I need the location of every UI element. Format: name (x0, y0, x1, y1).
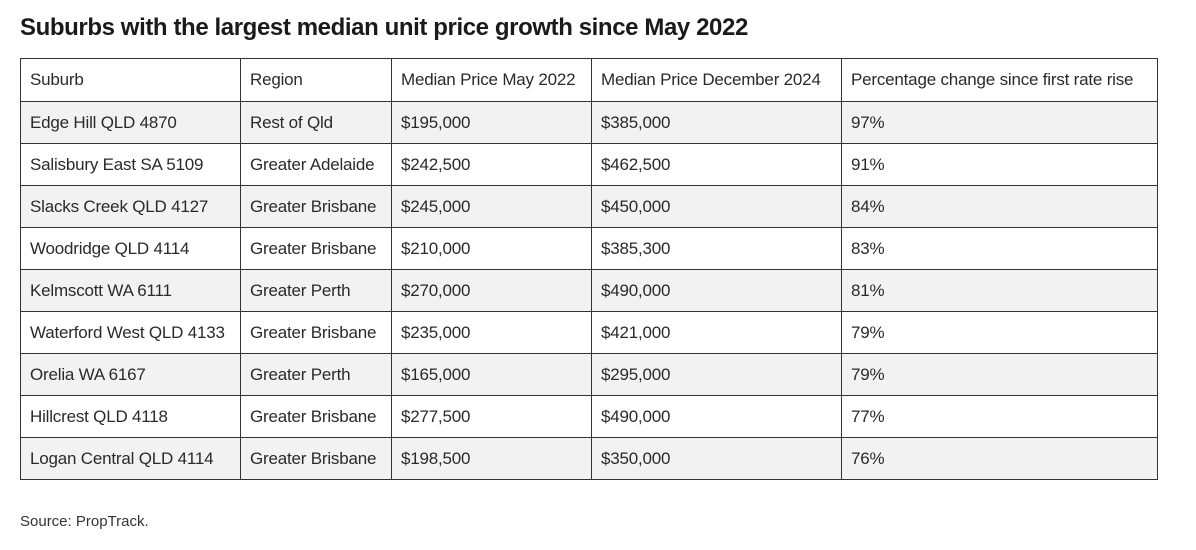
median-may-2022-cell: $210,000 (391, 227, 592, 270)
table-row: Hillcrest QLD 4118 Greater Brisbane $277,5… (20, 395, 1158, 438)
median-may-2022-cell: $242,500 (391, 143, 592, 186)
median-dec-2024-cell: $462,500 (591, 143, 842, 186)
table-row: Slacks Creek QLD 4127 Greater Brisbane $24… (20, 185, 1158, 228)
table-row: Salisbury East SA 5109 Greater Adelaide $2… (20, 143, 1158, 186)
median-dec-2024-cell: $295,000 (591, 353, 842, 396)
median-dec-2024-cell: $421,000 (591, 311, 842, 354)
table-row: Logan Central QLD 4114 Greater Brisbane $1… (20, 437, 1158, 480)
region-cell: Greater Brisbane (240, 227, 392, 270)
source-note: Source: PropTrack. (20, 513, 149, 530)
region-cell: Greater Brisbane (240, 437, 392, 480)
suburb-cell: Hillcrest QLD 4118 (20, 395, 241, 438)
column-header-percentage-change: Percentage change since first rate rise (841, 58, 1158, 102)
suburb-cell: Salisbury East SA 5109 (20, 143, 241, 186)
median-dec-2024-cell: $450,000 (591, 185, 842, 228)
median-may-2022-cell: $195,000 (391, 101, 592, 144)
region-cell: Greater Adelaide (240, 143, 392, 186)
median-may-2022-cell: $277,500 (391, 395, 592, 438)
median-dec-2024-cell: $350,000 (591, 437, 842, 480)
suburb-cell: Woodridge QLD 4114 (20, 227, 241, 270)
median-may-2022-cell: $235,000 (391, 311, 592, 354)
table-row: Waterford West QLD 4133 Greater Brisbane $… (20, 311, 1158, 354)
suburb-cell: Kelmscott WA 6111 (20, 269, 241, 312)
table-row: Orelia WA 6167 Greater Perth $165,000 $295,… (20, 353, 1158, 396)
median-may-2022-cell: $270,000 (391, 269, 592, 312)
column-header-median-dec-2024: Median Price December 2024 (591, 58, 842, 102)
median-dec-2024-cell: $490,000 (591, 269, 842, 312)
table-header-row: Suburb Region Median Price May 2022 Medi… (20, 58, 1158, 102)
percentage-change-cell: 91% (841, 143, 1158, 186)
percentage-change-cell: 76% (841, 437, 1158, 480)
suburb-cell: Edge Hill QLD 4870 (20, 101, 241, 144)
region-cell: Greater Brisbane (240, 395, 392, 438)
region-cell: Greater Perth (240, 269, 392, 312)
median-may-2022-cell: $165,000 (391, 353, 592, 396)
region-cell: Rest of Qld (240, 101, 392, 144)
table-row: Woodridge QLD 4114 Greater Brisbane $210,0… (20, 227, 1158, 270)
percentage-change-cell: 97% (841, 101, 1158, 144)
table-row: Kelmscott WA 6111 Greater Perth $270,000 $4… (20, 269, 1158, 312)
median-may-2022-cell: $245,000 (391, 185, 592, 228)
percentage-change-cell: 77% (841, 395, 1158, 438)
suburb-cell: Logan Central QLD 4114 (20, 437, 241, 480)
median-may-2022-cell: $198,500 (391, 437, 592, 480)
region-cell: Greater Perth (240, 353, 392, 396)
percentage-change-cell: 79% (841, 353, 1158, 396)
median-dec-2024-cell: $385,000 (591, 101, 842, 144)
suburb-cell: Slacks Creek QLD 4127 (20, 185, 241, 228)
suburb-cell: Waterford West QLD 4133 (20, 311, 241, 354)
table-body: Edge Hill QLD 4870 Rest of Qld $195,000 $38… (20, 101, 1158, 480)
percentage-change-cell: 84% (841, 185, 1158, 228)
percentage-change-cell: 83% (841, 227, 1158, 270)
median-dec-2024-cell: $490,000 (591, 395, 842, 438)
price-growth-table: Suburb Region Median Price May 2022 Medi… (20, 58, 1158, 480)
column-header-suburb: Suburb (20, 58, 241, 102)
column-header-region: Region (240, 58, 392, 102)
table-row: Edge Hill QLD 4870 Rest of Qld $195,000 $38… (20, 101, 1158, 144)
region-cell: Greater Brisbane (240, 185, 392, 228)
suburb-cell: Orelia WA 6167 (20, 353, 241, 396)
median-dec-2024-cell: $385,300 (591, 227, 842, 270)
percentage-change-cell: 79% (841, 311, 1158, 354)
column-header-median-may-2022: Median Price May 2022 (391, 58, 592, 102)
region-cell: Greater Brisbane (240, 311, 392, 354)
page-title: Suburbs with the largest median unit pri… (20, 14, 748, 41)
percentage-change-cell: 81% (841, 269, 1158, 312)
